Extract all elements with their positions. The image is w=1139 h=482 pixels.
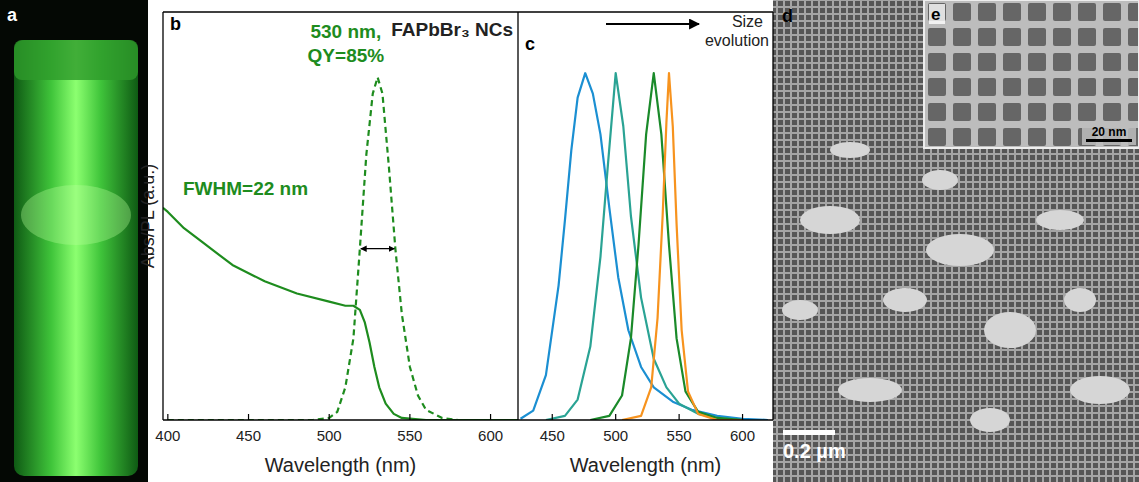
- scale-bar: [1086, 139, 1132, 142]
- tem-gap: [926, 234, 994, 266]
- annotation: FWHM=22 nm: [183, 178, 308, 199]
- scale-bar: [783, 430, 835, 435]
- tem-gap: [970, 408, 1010, 432]
- x-axis: [163, 419, 518, 420]
- x-axis-title: Wavelength (nm): [570, 454, 722, 476]
- panel-label: c: [525, 34, 535, 54]
- x-tick-label: 450: [236, 427, 261, 444]
- vial: [14, 40, 138, 476]
- tem-gap: [922, 170, 958, 190]
- tem-gap: [1064, 288, 1096, 312]
- x-tick: [167, 414, 168, 420]
- x-tick-label: 600: [730, 427, 755, 444]
- scale-bar-label: 0.2 µm: [783, 440, 846, 462]
- figure: a d 0.2 µm e 20 nm 400 450 500 550 600 Wavelength …: [0, 0, 1139, 482]
- label-patch: [929, 4, 945, 24]
- vial-neck: [14, 40, 138, 80]
- x-tick-label: 550: [397, 427, 422, 444]
- label-patch: [1082, 124, 1136, 145]
- tem-gap: [1070, 376, 1130, 404]
- frame-right: [772, 12, 773, 420]
- annotation-line: evolution: [705, 32, 769, 49]
- x-axis: [518, 419, 773, 420]
- annotation: Size evolution: [705, 13, 769, 49]
- spectrum-line: [168, 77, 515, 420]
- x-tick: [615, 414, 616, 420]
- x-tick-label: 500: [317, 427, 342, 444]
- x-tick: [552, 414, 553, 420]
- x-tick: [248, 414, 249, 420]
- tem-gap: [1036, 210, 1084, 230]
- tem-gap: [984, 312, 1036, 348]
- tem-gap: [782, 300, 818, 320]
- x-tick-label: 550: [667, 427, 692, 444]
- y-axis-title: Abs/PL (a.u.): [138, 164, 158, 268]
- plot-area: [163, 77, 518, 420]
- tem-background: [773, 0, 1139, 482]
- spectrum-line: [622, 73, 743, 420]
- annotation-line: Size: [732, 13, 763, 30]
- panel-label: a: [7, 5, 18, 25]
- tem-gap: [838, 378, 902, 402]
- spectrum-line: [546, 73, 743, 420]
- x-tick-label: 600: [478, 427, 503, 444]
- annotation: QY=85%: [308, 45, 385, 66]
- spectrum-line: [521, 73, 768, 420]
- size-arrow: [606, 23, 699, 25]
- y-axis: [517, 12, 518, 420]
- tem-gap: [883, 288, 927, 312]
- tem-gap: [800, 206, 860, 234]
- annotation: 530 nm,: [310, 21, 381, 42]
- figure-title: FAPbBr₃ NCs: [391, 19, 513, 40]
- spectrum-line: [590, 73, 742, 420]
- photo-background: [0, 0, 148, 482]
- inset-texture: [925, 1, 1138, 147]
- panel-label: b: [170, 14, 181, 34]
- fwhm-arrow: [361, 248, 395, 249]
- plot-background: [163, 12, 518, 420]
- y-axis: [162, 12, 163, 420]
- tem-texture: [773, 0, 1139, 482]
- panel-label: d: [782, 6, 793, 26]
- x-tick: [742, 414, 743, 420]
- scale-bar-label: 20 nm: [1092, 125, 1127, 139]
- x-tick: [409, 414, 410, 420]
- spectrum-line: [163, 208, 518, 420]
- tem-gap: [830, 142, 870, 158]
- inset-background: [924, 0, 1139, 148]
- plot-area: [521, 73, 768, 420]
- x-tick-label: 500: [603, 427, 628, 444]
- x-tick: [490, 414, 491, 420]
- x-axis-title: Wavelength (nm): [265, 454, 417, 476]
- frame-top: [163, 11, 518, 12]
- x-tick-label: 400: [155, 427, 180, 444]
- plot-background: [518, 12, 773, 420]
- panel-label: e: [931, 5, 940, 24]
- x-tick-label: 450: [540, 427, 565, 444]
- x-tick: [679, 414, 680, 420]
- x-tick: [329, 414, 330, 420]
- meniscus: [21, 185, 131, 245]
